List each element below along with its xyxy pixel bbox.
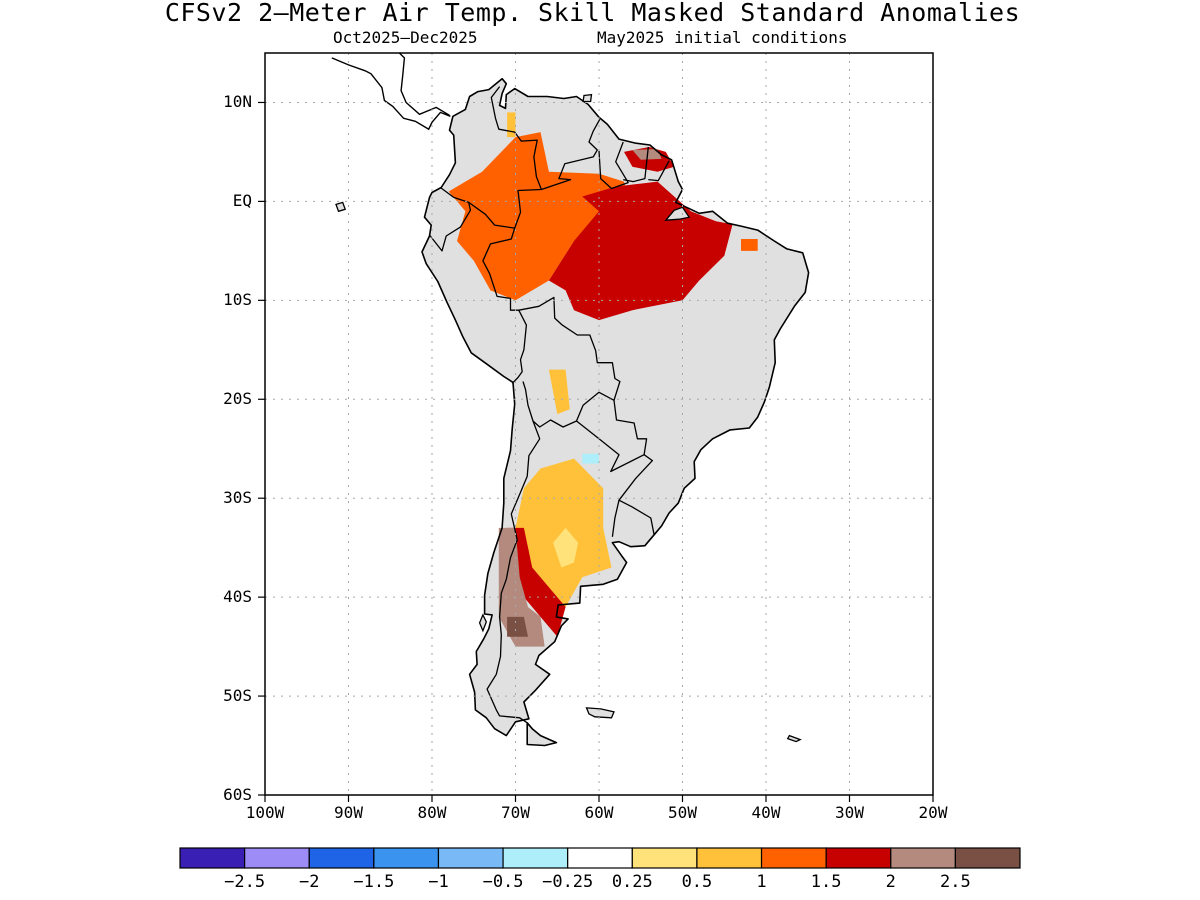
lat-label: 10N bbox=[223, 92, 252, 112]
lat-label: 20S bbox=[223, 389, 252, 409]
lon-label: 30W bbox=[835, 803, 864, 822]
colorbar-tick-label: −1.5 bbox=[353, 872, 395, 892]
colorbar-swatch bbox=[502, 847, 569, 869]
border-line-4 bbox=[648, 160, 670, 182]
lat-label: 60S bbox=[223, 785, 252, 804]
border-line-11 bbox=[611, 500, 620, 537]
anomaly-region-10 bbox=[548, 369, 570, 415]
central-america-coastline bbox=[331, 53, 451, 131]
island-0 bbox=[335, 201, 347, 213]
lat-label: 50S bbox=[223, 686, 252, 706]
colorbar-tick-label: 2.5 bbox=[940, 872, 971, 892]
colorbar-tick-label: 1.5 bbox=[810, 872, 842, 892]
lon-label: 90W bbox=[334, 803, 363, 822]
border-line-7 bbox=[440, 186, 515, 229]
colorbar-tick-label: −0.5 bbox=[482, 872, 524, 892]
colorbar-swatch bbox=[437, 847, 504, 869]
island-1 bbox=[585, 707, 615, 719]
lon-label: 40W bbox=[751, 803, 781, 822]
colorbar-tick-label: 1 bbox=[756, 872, 767, 892]
coastline bbox=[421, 77, 810, 747]
colorbar-swatch bbox=[696, 847, 763, 869]
lat-label: 30S bbox=[223, 488, 252, 508]
colorbar-tick-label: −1 bbox=[428, 872, 449, 892]
anomaly-layer bbox=[448, 112, 758, 647]
border-line-2 bbox=[598, 141, 629, 190]
anomaly-region-12 bbox=[507, 112, 516, 138]
colorbar-swatch bbox=[308, 847, 375, 869]
colorbar-swatch bbox=[567, 847, 633, 869]
colorbar-swatch bbox=[179, 847, 246, 869]
border-line-9 bbox=[576, 400, 648, 473]
border-line-3 bbox=[623, 146, 649, 183]
axis-ticks bbox=[258, 101, 934, 802]
border-line-5 bbox=[482, 188, 542, 384]
colorbar-swatch bbox=[890, 847, 956, 869]
colorbar-swatch bbox=[373, 847, 440, 869]
colorbar-tick-label: −0.25 bbox=[542, 872, 594, 892]
border-line-0 bbox=[490, 86, 543, 190]
lat-label: EQ bbox=[232, 191, 252, 211]
colorbar-swatch bbox=[631, 847, 698, 869]
island-2 bbox=[786, 734, 802, 743]
lat-label: 10S bbox=[223, 290, 252, 310]
colorbar-swatch bbox=[825, 847, 892, 869]
map-title: CFSv2 2—Meter Air Temp. Skill Masked Sta… bbox=[164, 0, 1021, 27]
anomaly-region-6 bbox=[553, 527, 579, 568]
country-borders bbox=[335, 86, 802, 743]
colorbar-swatch bbox=[760, 847, 827, 869]
lon-label: 70W bbox=[501, 803, 530, 822]
colorbar-tick-label: 0.25 bbox=[611, 872, 653, 892]
colorbar-tick-label: 2 bbox=[885, 872, 896, 892]
lat-label: 40S bbox=[223, 587, 252, 607]
island-4 bbox=[582, 93, 593, 103]
lon-label: 80W bbox=[417, 803, 447, 822]
colorbar-tick-label: −2 bbox=[298, 872, 320, 892]
colorbar bbox=[179, 847, 1021, 869]
border-line-1 bbox=[541, 118, 601, 191]
colorbar-tick-label: −2.5 bbox=[224, 872, 266, 892]
island-5 bbox=[478, 613, 488, 633]
anomaly-region-9 bbox=[507, 616, 528, 637]
forecast-period: Oct2025—Dec2025 bbox=[333, 28, 478, 47]
initial-conditions: May2025 initial conditions bbox=[597, 28, 848, 47]
colorbar-tick-label: 0.5 bbox=[681, 872, 713, 892]
anomaly-region-11 bbox=[582, 453, 599, 464]
colorbar-swatch bbox=[244, 847, 310, 869]
border-line-12 bbox=[486, 420, 541, 724]
anomaly-region-7 bbox=[507, 527, 566, 637]
colorbar-swatch bbox=[954, 847, 1021, 869]
anomaly-region-0 bbox=[448, 132, 633, 301]
lon-label: 50W bbox=[668, 803, 697, 822]
lon-label: 60W bbox=[584, 803, 614, 822]
island-3 bbox=[664, 206, 691, 221]
border-line-8 bbox=[518, 296, 621, 428]
lon-label: 20W bbox=[918, 803, 948, 822]
border-line-6 bbox=[428, 202, 472, 252]
anomaly-region-4 bbox=[741, 239, 758, 251]
lon-label: 100W bbox=[245, 803, 285, 822]
